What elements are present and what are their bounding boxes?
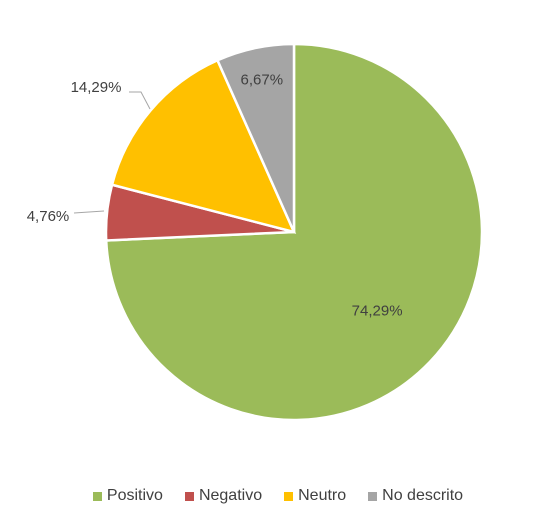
data-label-positivo: 74,29% — [352, 302, 403, 319]
data-label-no-descrito: 6,67% — [241, 71, 284, 88]
pie-slice-no-descrito — [215, 42, 296, 233]
legend-swatch — [92, 491, 102, 501]
data-label-neutro: 14,29% — [71, 79, 122, 96]
leader-line-neutro — [129, 91, 151, 110]
data-label-negativo: 4,76% — [27, 208, 70, 225]
legend-item-negativo: Negativo — [184, 487, 263, 505]
legend-swatch — [184, 491, 194, 501]
legend-item-neutro: Neutro — [284, 487, 346, 505]
leader-line-negativo — [73, 210, 105, 214]
pie-slice-neutro — [110, 58, 297, 234]
legend-swatch — [284, 491, 294, 501]
legend-label: Negativo — [198, 487, 263, 504]
legend-swatch — [368, 491, 378, 501]
legend-item-no-descrito: No descrito — [368, 487, 463, 505]
legend-item-positivo: Positivo — [92, 487, 163, 505]
legend-label: Neutro — [298, 487, 347, 504]
legend-label: No descrito — [382, 487, 464, 504]
chart-legend: Positivo Negativo Neutro No descrito — [0, 487, 556, 505]
legend-label: Positivo — [106, 487, 163, 504]
